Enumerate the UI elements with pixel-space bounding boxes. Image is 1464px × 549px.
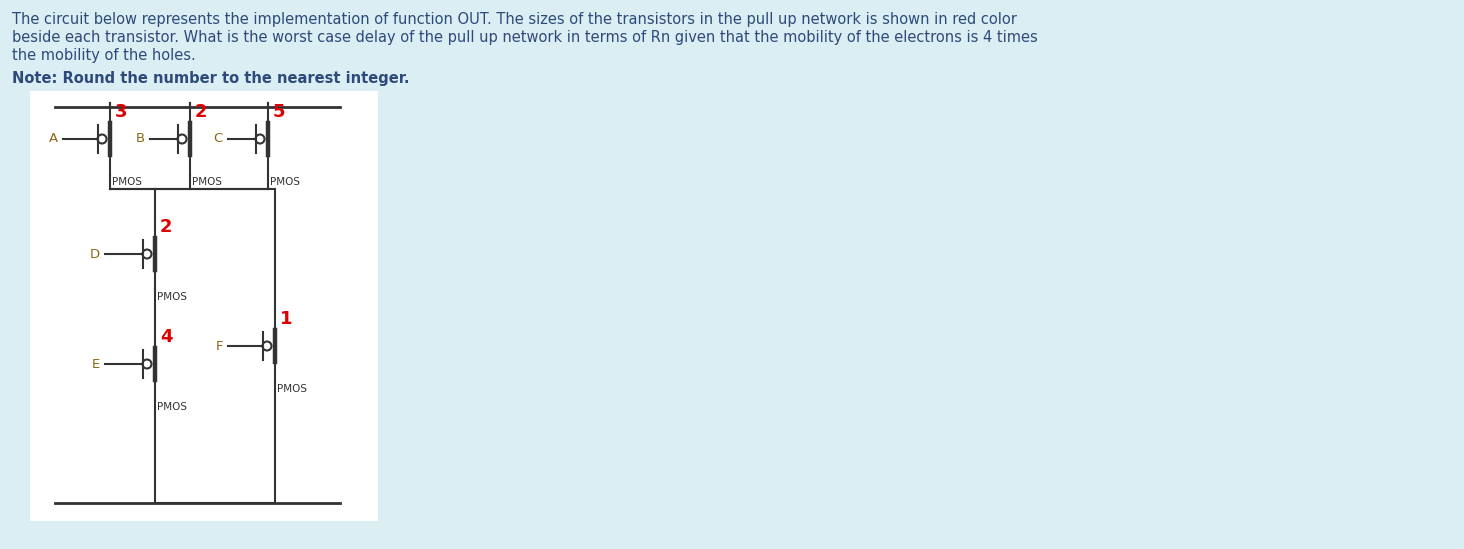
Text: PMOS: PMOS: [192, 177, 223, 187]
Text: 3: 3: [116, 103, 127, 121]
Text: The circuit below represents the implementation of function OUT. The sizes of th: The circuit below represents the impleme…: [12, 12, 1017, 27]
Text: F: F: [215, 339, 223, 352]
Text: 4: 4: [160, 328, 173, 346]
Text: 2: 2: [160, 218, 173, 236]
Text: PMOS: PMOS: [157, 292, 187, 302]
Text: 1: 1: [280, 310, 293, 328]
Text: PMOS: PMOS: [269, 177, 300, 187]
Text: PMOS: PMOS: [157, 402, 187, 412]
Text: beside each transistor. What is the worst case delay of the pull up network in t: beside each transistor. What is the wors…: [12, 30, 1038, 45]
Text: 2: 2: [195, 103, 208, 121]
Text: A: A: [48, 132, 59, 145]
Text: the mobility of the holes.: the mobility of the holes.: [12, 48, 196, 63]
Text: B: B: [136, 132, 145, 145]
Text: 5: 5: [272, 103, 285, 121]
Text: D: D: [89, 248, 100, 260]
Text: PMOS: PMOS: [113, 177, 142, 187]
Bar: [29, 91, 378, 521]
Text: Note: Round the number to the nearest integer.: Note: Round the number to the nearest in…: [12, 71, 410, 86]
Text: PMOS: PMOS: [277, 384, 307, 394]
Text: E: E: [92, 357, 100, 371]
Text: C: C: [214, 132, 223, 145]
